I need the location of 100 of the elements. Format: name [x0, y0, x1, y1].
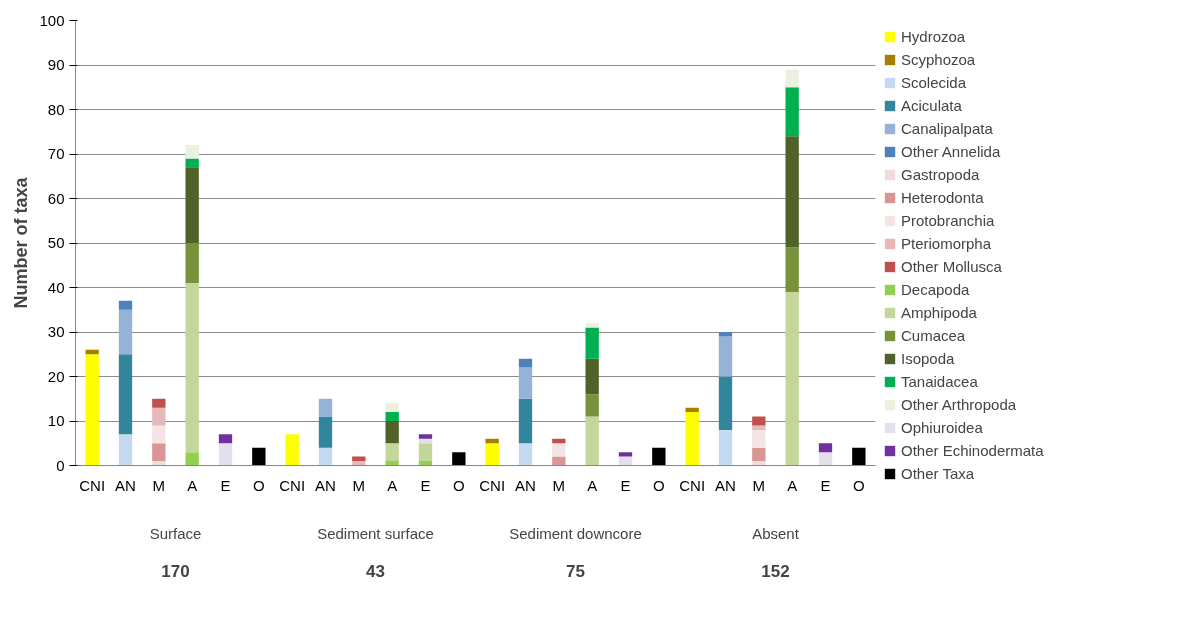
bar — [752, 429, 766, 448]
x-tick-label: M — [352, 476, 366, 494]
bar — [385, 443, 399, 462]
bar — [418, 443, 433, 462]
bar — [152, 425, 166, 444]
bar — [518, 358, 533, 368]
bar — [785, 69, 799, 88]
x-tick-label: AN — [315, 476, 336, 494]
x-tick-label: A — [587, 476, 598, 494]
legend-label: Tanaidacea — [901, 373, 978, 390]
legend-label: Scolecida — [901, 74, 967, 91]
legend-label: Decapoda — [901, 281, 970, 298]
legend-label: Other Taxa — [901, 465, 975, 482]
bar — [518, 443, 533, 466]
y-tick-label: 30 — [47, 323, 65, 340]
bar — [685, 412, 699, 466]
x-tick-label: A — [387, 476, 398, 494]
bar — [185, 167, 199, 243]
bar — [352, 461, 366, 466]
bar — [252, 447, 266, 466]
bar — [118, 434, 133, 466]
bar — [385, 412, 399, 421]
x-tick-label: O — [253, 476, 265, 494]
bar — [185, 452, 199, 466]
bar — [185, 158, 199, 168]
legend-label: Other Annelida — [901, 143, 1001, 160]
bar — [385, 403, 399, 413]
bar — [785, 291, 799, 466]
bar — [318, 447, 333, 466]
bar — [518, 367, 533, 399]
legend-label: Gastropoda — [901, 166, 980, 183]
bar — [818, 452, 833, 466]
bar — [718, 336, 733, 377]
bar — [218, 434, 233, 444]
bar — [152, 407, 166, 426]
bar — [652, 447, 666, 466]
y-tick-label: 10 — [47, 412, 65, 429]
bar — [118, 354, 133, 435]
bar — [585, 323, 599, 328]
bar — [585, 416, 599, 466]
x-tick-label: M — [552, 476, 566, 494]
bar — [318, 398, 333, 417]
bar — [585, 394, 599, 417]
x-tick-label: M — [152, 476, 166, 494]
text: 75 — [566, 561, 585, 581]
x-tick-label: CNI — [479, 476, 506, 494]
x-tick-label: A — [187, 476, 198, 494]
x-tick-label: E — [220, 476, 231, 494]
bar — [718, 376, 733, 430]
bar — [752, 416, 766, 426]
x-tick-label: O — [853, 476, 865, 494]
bar — [552, 438, 566, 444]
legend-label: Other Mollusca — [901, 258, 1002, 275]
bar — [185, 243, 199, 284]
bar — [518, 398, 533, 444]
x-tick-label: E — [420, 476, 431, 494]
x-tick-label: O — [453, 476, 465, 494]
y-tick-label: 80 — [47, 100, 65, 118]
bar — [418, 434, 433, 439]
x-tick-label: E — [620, 476, 631, 494]
legend-label: Amphipoda — [901, 304, 977, 321]
bar — [718, 429, 733, 466]
bar — [285, 434, 299, 466]
legend-label: Other Arthropoda — [901, 396, 1017, 413]
bar — [352, 456, 366, 462]
legend-label: Aciculata — [901, 97, 962, 114]
bar — [785, 136, 799, 248]
bar — [618, 452, 633, 457]
bar — [785, 87, 799, 137]
text: 43 — [366, 561, 385, 581]
text: Absent — [752, 524, 800, 542]
bar — [118, 300, 133, 310]
legend-label: Hydrozoa — [901, 28, 966, 45]
bar — [852, 447, 866, 466]
bar — [585, 327, 599, 359]
bar — [185, 145, 199, 159]
bar — [85, 354, 99, 466]
legend-label: Isopoda — [901, 350, 955, 367]
legend-label: Pteriomorpha — [901, 235, 992, 252]
y-tick-label: 100 — [39, 11, 65, 29]
bar — [785, 247, 799, 292]
y-tick-label: 90 — [47, 56, 65, 73]
y-tick-label: 60 — [47, 189, 65, 207]
legend-label: Scyphozoa — [901, 51, 976, 68]
x-tick-label: AN — [515, 476, 536, 494]
bar — [552, 456, 566, 466]
bar — [752, 425, 766, 430]
x-tick-label: AN — [115, 476, 136, 494]
bar — [152, 461, 166, 466]
bar — [818, 443, 833, 453]
x-tick-label: CNI — [679, 476, 706, 494]
bar — [552, 443, 566, 457]
text: Sediment surface — [317, 524, 434, 542]
x-tick-label: M — [752, 476, 766, 494]
y-tick-label: 50 — [47, 234, 65, 251]
y-tick-label: 40 — [47, 278, 65, 296]
text: Surface — [149, 524, 202, 542]
y-tick-label: 70 — [47, 145, 65, 162]
text: 152 — [761, 561, 790, 581]
bar — [218, 443, 233, 466]
